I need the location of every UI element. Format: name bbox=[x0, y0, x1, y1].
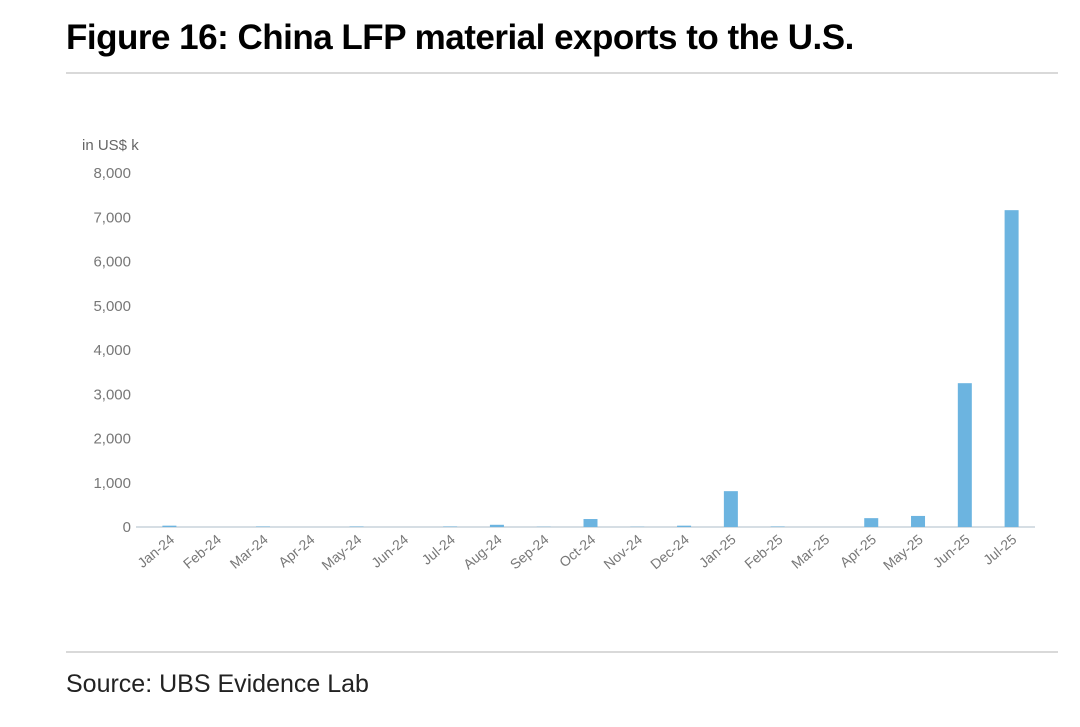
x-tick-label: Jan-25 bbox=[696, 531, 739, 571]
y-tick-label: 8,000 bbox=[93, 165, 131, 182]
x-axis-ticks: Jan-24 Feb-24 Mar-24 Apr-24 May-24 Jun-24 Jul-… bbox=[134, 531, 1019, 573]
x-tick-label: May-24 bbox=[318, 531, 364, 573]
bar-dec-24 bbox=[677, 525, 692, 527]
x-tick-label: Jan-24 bbox=[134, 531, 177, 571]
x-tick-label: Dec-24 bbox=[647, 531, 692, 572]
y-tick-label: 4,000 bbox=[93, 342, 131, 359]
x-tick-label: Jul-25 bbox=[980, 531, 1020, 568]
bar-jun-25 bbox=[957, 383, 972, 527]
source-note: Source: UBS Evidence Lab bbox=[66, 670, 369, 698]
bars bbox=[162, 210, 1019, 528]
bar-may-25 bbox=[911, 515, 926, 527]
bar-oct-24 bbox=[583, 519, 598, 527]
bar-jan-25 bbox=[723, 491, 738, 527]
source-divider bbox=[66, 651, 1058, 653]
bar-jul-25 bbox=[1004, 210, 1019, 528]
y-tick-label: 5,000 bbox=[93, 298, 131, 315]
x-tick-label: May-25 bbox=[880, 531, 926, 573]
x-tick-label: Mar-25 bbox=[788, 531, 832, 572]
y-tick-label: 7,000 bbox=[93, 209, 131, 226]
x-tick-label: Mar-24 bbox=[227, 531, 271, 572]
x-tick-label: Nov-24 bbox=[600, 531, 645, 572]
y-axis-ticks: 0 1,000 2,000 3,000 4,000 5,000 6,000 7,000 8,00… bbox=[93, 165, 131, 536]
bar-jan-24 bbox=[162, 525, 177, 527]
x-tick-label: Oct-24 bbox=[556, 531, 599, 570]
y-tick-label: 3,000 bbox=[93, 386, 131, 403]
y-tick-label: 2,000 bbox=[93, 431, 131, 448]
y-tick-label: 1,000 bbox=[93, 475, 131, 492]
x-tick-label: Aug-24 bbox=[460, 531, 505, 572]
title-divider bbox=[66, 72, 1058, 74]
bar-apr-25 bbox=[864, 518, 879, 527]
x-tick-label: Apr-25 bbox=[837, 531, 880, 570]
y-tick-label: 0 bbox=[123, 519, 131, 536]
bar-aug-24 bbox=[489, 524, 504, 527]
x-tick-label: Apr-24 bbox=[275, 531, 318, 570]
bar-chart: in US$ k 0 1,000 2,000 3,000 4,000 5,000 6,000… bbox=[82, 137, 1035, 573]
figure-title: Figure 16: China LFP material exports to… bbox=[66, 18, 854, 57]
x-tick-label: Jun-25 bbox=[930, 531, 973, 571]
x-tick-label: Jun-24 bbox=[368, 531, 411, 571]
x-tick-label: Feb-24 bbox=[180, 531, 224, 572]
x-tick-label: Sep-24 bbox=[507, 531, 552, 572]
x-tick-label: Jul-24 bbox=[419, 531, 459, 568]
y-tick-label: 6,000 bbox=[93, 254, 131, 271]
y-axis-unit-label: in US$ k bbox=[82, 137, 139, 154]
x-tick-label: Feb-25 bbox=[741, 531, 785, 572]
